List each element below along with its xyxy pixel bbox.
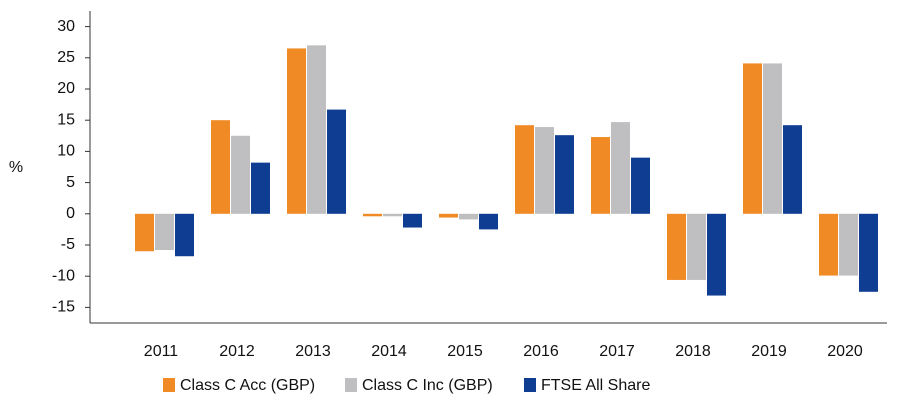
bar — [211, 120, 230, 214]
y-tick-label: 15 — [57, 111, 75, 128]
legend-label: Class C Acc (GBP) — [180, 377, 315, 394]
legend-label: FTSE All Share — [541, 377, 650, 394]
x-tick-label: 2019 — [751, 343, 787, 360]
legend-swatch — [345, 378, 357, 392]
bar — [611, 122, 630, 214]
bar — [535, 127, 554, 214]
bar — [687, 213, 706, 280]
legend-swatch — [163, 378, 175, 392]
x-tick-label: 2011 — [144, 343, 179, 360]
bar — [155, 213, 174, 250]
legend-swatch — [524, 378, 536, 392]
y-tick-label: 20 — [57, 80, 75, 97]
y-tick-label: 5 — [66, 174, 75, 191]
bar — [175, 213, 194, 257]
y-tick-label: -5 — [61, 236, 75, 253]
x-tick-label: 2020 — [827, 343, 863, 360]
bar — [135, 213, 154, 252]
bar — [363, 213, 382, 217]
bar — [327, 109, 346, 214]
bar — [555, 135, 574, 214]
bar — [819, 213, 838, 276]
y-tick-label: 0 — [66, 205, 75, 222]
y-tick-label: -15 — [52, 299, 75, 316]
y-axis-label: % — [9, 159, 23, 176]
y-tick-label: 25 — [57, 49, 75, 66]
legend-label: Class C Inc (GBP) — [362, 377, 493, 394]
bar — [383, 213, 402, 217]
bar — [859, 213, 878, 292]
x-tick-label: 2015 — [447, 343, 483, 360]
bar — [251, 162, 270, 214]
bar — [459, 213, 478, 220]
x-tick-label: 2018 — [675, 343, 711, 360]
x-tick-label: 2012 — [219, 343, 255, 360]
bar — [515, 125, 534, 214]
y-tick-label: -10 — [52, 267, 75, 284]
bar — [591, 137, 610, 214]
x-tick-label: 2013 — [295, 343, 331, 360]
bar — [667, 213, 686, 280]
bar — [439, 213, 458, 218]
bar — [763, 63, 782, 214]
bar — [307, 45, 326, 214]
y-tick-label: 10 — [57, 143, 75, 160]
x-tick-label: 2017 — [599, 343, 635, 360]
bar — [403, 213, 422, 228]
bar — [287, 48, 306, 214]
y-tick-label: 30 — [57, 18, 75, 35]
bar — [839, 213, 858, 276]
bar — [479, 213, 498, 230]
bar — [231, 135, 250, 214]
x-tick-label: 2016 — [523, 343, 559, 360]
bar — [707, 213, 726, 296]
bar — [783, 125, 802, 214]
x-tick-label: 2014 — [371, 343, 407, 360]
bar — [631, 157, 650, 214]
bar — [743, 63, 762, 214]
